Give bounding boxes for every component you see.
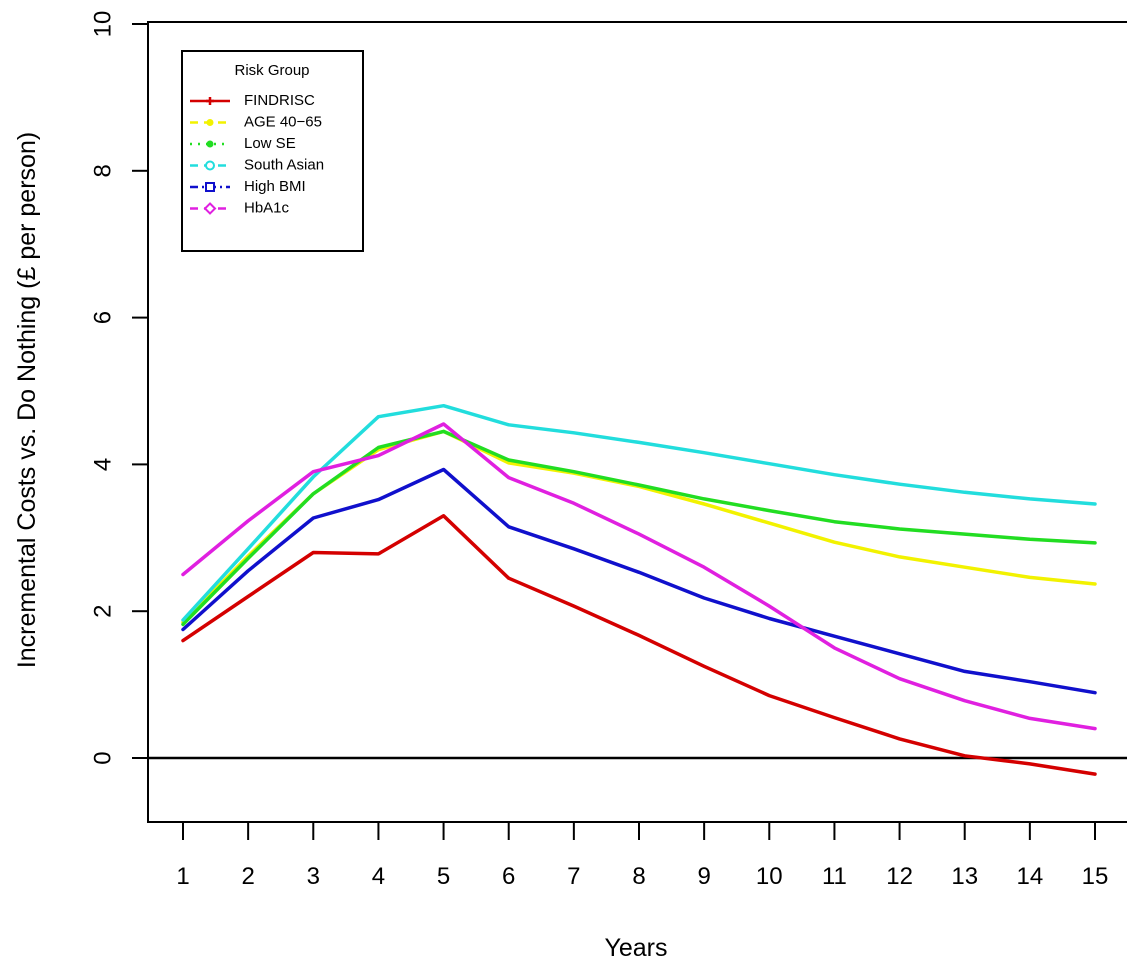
series-line-low-se [181, 429, 1097, 627]
legend-label-south-asian: South Asian [244, 156, 324, 173]
y-axis-title: Incremental Costs vs. Do Nothing (£ per … [13, 132, 41, 668]
legend-label-findrisc: FINDRISC [244, 92, 315, 109]
x-axis-title: Years [604, 934, 667, 962]
x-tick-label: 6 [502, 863, 515, 890]
y-tick-label: 4 [89, 458, 116, 471]
x-tick-label: 8 [632, 863, 645, 890]
series-line-findrisc [181, 514, 1097, 776]
y-tick-label: 6 [89, 311, 116, 324]
x-tick-label: 5 [437, 863, 450, 890]
y-tick-label: 10 [89, 11, 116, 38]
legend-label-age-40-65: AGE 40−65 [244, 113, 322, 130]
x-tick-label: 15 [1082, 863, 1109, 890]
legend-marker [205, 182, 215, 192]
legend-box [181, 50, 364, 252]
plot-frame [147, 21, 1127, 823]
x-tick-label: 12 [886, 863, 913, 890]
x-tick-label: 9 [697, 863, 710, 890]
legend-title: Risk Group [234, 62, 309, 79]
series-line-high-bmi [181, 467, 1097, 695]
series-line-age-40-65 [181, 429, 1097, 624]
y-tick-label: 0 [89, 751, 116, 764]
legend-marker [205, 160, 215, 171]
x-tick-label: 13 [951, 863, 978, 890]
legend-label-high-bmi: High BMI [244, 178, 306, 195]
legend-marker [206, 119, 214, 126]
x-tick-label: 1 [176, 863, 189, 890]
series-line-hba1c [181, 422, 1097, 731]
series-line-south-asian [181, 403, 1097, 622]
legend-marker [203, 202, 217, 215]
legend-label-hba1c: HbA1c [244, 199, 290, 216]
x-tick-label: 11 [822, 863, 847, 890]
legend-label-low-se: Low SE [244, 135, 296, 152]
x-tick-label: 2 [241, 863, 254, 890]
x-tick-label: 3 [307, 863, 320, 890]
y-tick-label: 8 [89, 164, 116, 177]
x-tick-label: 14 [1017, 863, 1044, 890]
x-tick-label: 4 [372, 863, 385, 890]
x-tick-label: 7 [567, 863, 580, 890]
y-tick-label: 2 [89, 605, 116, 618]
legend-marker [206, 97, 214, 105]
legend-marker [206, 140, 214, 148]
x-tick-label: 10 [756, 863, 783, 890]
